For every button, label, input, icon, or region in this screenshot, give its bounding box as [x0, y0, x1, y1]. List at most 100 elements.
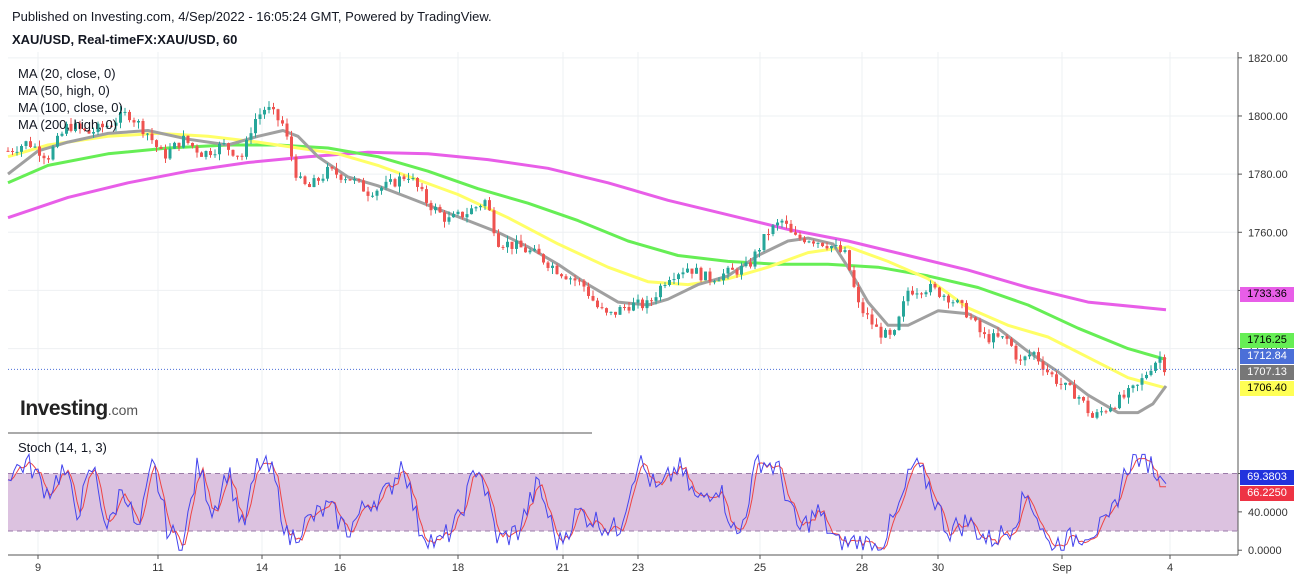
candle-body — [461, 211, 464, 218]
candle-body — [425, 189, 428, 203]
candle-body — [492, 210, 496, 234]
candle-body — [384, 181, 388, 188]
candle-body — [722, 273, 725, 281]
candle-body — [569, 278, 572, 280]
candle-body — [524, 247, 527, 253]
candle-body — [965, 302, 968, 318]
candle-body — [906, 290, 910, 302]
time-tick-label: 16 — [334, 562, 346, 574]
candle-body — [1064, 382, 1067, 385]
candle-body — [1122, 394, 1126, 398]
candle-body — [146, 133, 149, 135]
price-tick-label: 1760.00 — [1248, 227, 1288, 239]
candle-body — [263, 109, 266, 115]
candle-body — [317, 178, 320, 181]
candle-body — [533, 248, 536, 251]
time-tick-label: 23 — [632, 562, 644, 574]
candle-body — [344, 179, 347, 181]
candle-body — [1077, 397, 1081, 399]
candle-body — [24, 141, 28, 147]
candle-body — [69, 123, 73, 131]
candle-body — [249, 133, 253, 140]
ma50-line — [7, 131, 1167, 390]
candle-body — [87, 130, 91, 134]
candle-body — [834, 245, 838, 247]
candle-body — [303, 176, 307, 184]
legend-ma20[interactable]: MA (20, close, 0) — [18, 66, 116, 81]
candle-body — [1014, 345, 1018, 360]
candle-body — [222, 143, 226, 145]
candle-body — [753, 251, 757, 267]
candle-body — [807, 241, 811, 243]
candle-body — [713, 281, 716, 283]
candle-body — [335, 168, 338, 175]
candle-body — [704, 271, 707, 281]
stoch-tick-label: 0.0000 — [1248, 545, 1282, 557]
candle-body — [119, 111, 122, 123]
time-tick-label: 14 — [256, 562, 268, 574]
candle-body — [911, 290, 914, 295]
candle-body — [389, 179, 392, 182]
candle-body — [474, 207, 478, 209]
candle-body — [591, 295, 595, 301]
candle-body — [650, 300, 653, 302]
candle-body — [92, 132, 95, 134]
candle-body — [681, 272, 685, 275]
candle-body — [974, 317, 977, 321]
candle-body — [1050, 372, 1054, 375]
candle-body — [272, 106, 275, 110]
candle-body — [470, 208, 473, 215]
candle-body — [488, 200, 491, 211]
candle-body — [1055, 374, 1058, 384]
time-axis[interactable]: 9 11 14 16 18 21 23 25 28 30 Sep 4 — [35, 555, 1173, 574]
candle-body — [758, 250, 761, 252]
legend-ma200[interactable]: MA (200, high, 0) — [18, 117, 117, 132]
candle-body — [1158, 357, 1162, 363]
candle-body — [1005, 336, 1009, 339]
stoch-d-tag: 66.2250 — [1240, 486, 1294, 501]
candle-body — [924, 292, 928, 295]
candle-body — [312, 178, 316, 188]
candle-body — [132, 120, 136, 123]
investing-logo: Investing.com — [20, 397, 138, 421]
legend-stoch[interactable]: Stoch (14, 1, 3) — [18, 440, 107, 455]
candle-body — [789, 223, 793, 233]
candle-body — [1113, 408, 1117, 410]
candle-body — [902, 301, 905, 317]
candle-body — [1010, 338, 1013, 346]
price-axis[interactable]: 1820.001800.001780.001760.001740.001720.… — [1238, 53, 1288, 356]
candle-body — [209, 151, 212, 156]
candle-body — [1104, 411, 1108, 413]
time-tick-label: 25 — [754, 562, 766, 574]
candle-body — [375, 190, 379, 196]
candle-body — [420, 186, 424, 190]
candle-body — [168, 148, 172, 159]
candle-body — [348, 179, 352, 181]
candle-body — [1041, 361, 1045, 370]
legend-ma100[interactable]: MA (100, close, 0) — [18, 100, 123, 115]
candle-body — [879, 326, 883, 338]
candle-body — [812, 241, 815, 244]
ma50-price-tag: 1706.40 — [1240, 381, 1294, 396]
candle-body — [105, 125, 109, 128]
candle-body — [227, 143, 230, 150]
candle-body — [686, 268, 689, 273]
candle-body — [182, 135, 185, 148]
candle-body — [726, 267, 730, 274]
price-candles — [6, 101, 1166, 420]
candle-body — [560, 274, 563, 277]
candle-body — [362, 180, 365, 192]
candle-body — [587, 286, 590, 296]
candle-body — [456, 211, 460, 215]
candle-body — [429, 202, 433, 211]
stoch-lines — [7, 452, 1167, 552]
candle-body — [942, 295, 946, 297]
candle-body — [1127, 388, 1130, 398]
legend-ma50[interactable]: MA (50, high, 0) — [18, 83, 110, 98]
candle-body — [573, 278, 577, 281]
candle-body — [1149, 370, 1153, 375]
candle-body — [1118, 394, 1121, 409]
candle-body — [371, 195, 374, 197]
candle-body — [1059, 383, 1063, 385]
